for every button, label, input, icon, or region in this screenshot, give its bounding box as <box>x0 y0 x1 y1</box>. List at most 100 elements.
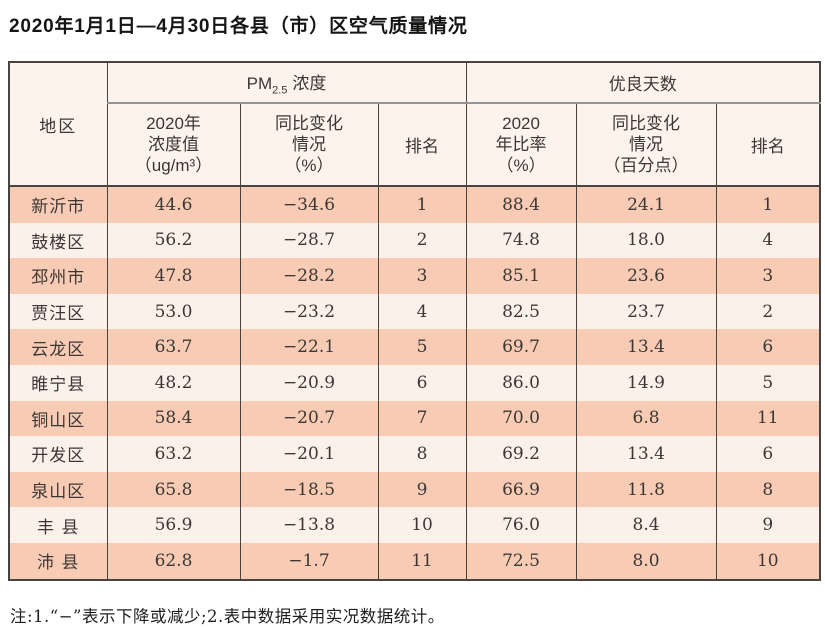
rate-rank-cell: 6 <box>715 329 821 365</box>
pm-change-cell: −20.1 <box>239 436 379 472</box>
region-cell: 铜山区 <box>8 400 108 437</box>
pm-value-cell: 56.2 <box>106 222 241 259</box>
pm25-base: PM <box>246 73 273 93</box>
table-row: 新沂市 44.6 −34.6 1 88.4 24.1 1 <box>8 186 821 223</box>
header-rate: 2020 年比率 （%） <box>465 103 577 187</box>
pm-value-cell: 58.4 <box>106 400 241 437</box>
header-group-row: 地区 PM2.5 浓度 优良天数 <box>8 62 821 187</box>
rate-rank-cell: 1 <box>715 186 821 223</box>
rate-change-cell: 23.6 <box>575 258 717 294</box>
rate-change-cell: 24.1 <box>575 186 717 223</box>
header-pm25-group: PM2.5 浓度 <box>106 62 467 104</box>
pm-change-cell: −28.7 <box>239 222 379 259</box>
header-line: 2020 <box>502 114 540 133</box>
rate-cell: 86.0 <box>465 364 577 401</box>
rate-rank-cell: 10 <box>715 542 821 580</box>
pm-change-cell: −1.7 <box>239 542 379 580</box>
pm-change-cell: −18.5 <box>239 471 379 508</box>
pm-value-cell: 65.8 <box>106 471 241 508</box>
pm-change-cell: −23.2 <box>239 293 379 330</box>
table-row: 沛 县 62.8 −1.7 11 72.5 8.0 10 <box>8 542 821 580</box>
rate-cell: 66.9 <box>465 471 577 508</box>
rate-cell: 76.0 <box>465 507 577 543</box>
rate-cell: 70.0 <box>465 400 577 437</box>
header-line: 同比变化 <box>612 114 681 133</box>
pm-value-cell: 53.0 <box>106 293 241 330</box>
rate-cell: 74.8 <box>465 222 577 259</box>
header-line: 浓度值 <box>148 135 199 154</box>
header-line: （ug/m³） <box>134 156 213 175</box>
region-cell: 丰 县 <box>8 507 108 543</box>
pm-rank-cell: 2 <box>377 222 467 259</box>
region-cell: 贾汪区 <box>8 293 108 330</box>
header-region: 地区 <box>8 62 108 187</box>
table-row: 泉山区 65.8 −18.5 9 66.9 11.8 8 <box>8 471 821 508</box>
rate-rank-cell: 6 <box>715 436 821 472</box>
rate-cell: 72.5 <box>465 542 577 580</box>
rate-rank-cell: 11 <box>715 400 821 437</box>
table-row: 云龙区 63.7 −22.1 5 69.7 13.4 6 <box>8 329 821 365</box>
header-sub-row: 2020年 浓度值 （ug/m³） 同比变化 情况 （%） 排名 2020 年比… <box>9 103 821 187</box>
pm-change-cell: −34.6 <box>239 186 379 223</box>
table-row: 贾汪区 53.0 −23.2 4 82.5 23.7 2 <box>8 293 821 330</box>
pm-change-cell: −20.9 <box>239 364 379 401</box>
rate-change-cell: 23.7 <box>575 293 717 330</box>
pm-value-cell: 62.8 <box>106 542 241 580</box>
pm-value-cell: 47.8 <box>106 258 241 294</box>
rate-rank-cell: 5 <box>715 364 821 401</box>
region-cell: 开发区 <box>8 436 108 472</box>
rate-change-cell: 18.0 <box>575 222 717 259</box>
pm-value-cell: 48.2 <box>106 364 241 401</box>
region-cell: 沛 县 <box>8 542 108 580</box>
header-rate-rank: 排名 <box>715 103 821 187</box>
pm-rank-cell: 5 <box>377 329 467 365</box>
table-body: 新沂市 44.6 −34.6 1 88.4 24.1 1 鼓楼区 56.2 −28.7 2 74.8 1… <box>8 186 821 580</box>
pm-rank-cell: 10 <box>377 507 467 543</box>
header-line: 2020年 <box>146 114 201 133</box>
air-quality-table: 地区 PM2.5 浓度 优良天数 2020年 浓度值 （ug/m³） 同比变化 情… <box>8 61 822 581</box>
pm-rank-cell: 11 <box>377 542 467 580</box>
header-rate-change: 同比变化 情况 （百分点） <box>575 103 717 187</box>
header-good-days-group: 优良天数 <box>465 62 821 104</box>
region-cell: 泉山区 <box>8 471 108 508</box>
pm-rank-cell: 3 <box>377 258 467 294</box>
header-line: 情况 <box>629 135 664 154</box>
pm-value-cell: 63.2 <box>106 436 241 472</box>
rate-cell: 69.7 <box>465 329 577 365</box>
pm-value-cell: 56.9 <box>106 507 241 543</box>
pm-rank-cell: 6 <box>377 364 467 401</box>
pm-change-cell: −22.1 <box>239 329 379 365</box>
pm25-label: 浓度 <box>292 73 327 93</box>
table-row: 开发区 63.2 −20.1 8 69.2 13.4 6 <box>8 436 821 472</box>
pm25-subscript: 2.5 <box>272 84 288 97</box>
pm-change-cell: −13.8 <box>239 507 379 543</box>
header-line: 同比变化 <box>275 114 343 133</box>
pm-rank-cell: 7 <box>377 400 467 437</box>
rate-change-cell: 11.8 <box>575 471 717 508</box>
rate-cell: 69.2 <box>465 436 577 472</box>
region-cell: 鼓楼区 <box>8 222 108 259</box>
region-cell: 新沂市 <box>8 186 108 223</box>
table-row: 丰 县 56.9 −13.8 10 76.0 8.4 9 <box>8 507 821 543</box>
rate-change-cell: 8.0 <box>575 542 717 580</box>
header-pm-rank: 排名 <box>377 103 467 187</box>
table-header: 地区 PM2.5 浓度 优良天数 2020年 浓度值 （ug/m³） 同比变化 情… <box>8 62 821 187</box>
rate-change-cell: 8.4 <box>575 507 717 543</box>
region-cell: 邳州市 <box>8 258 108 294</box>
region-cell: 睢宁县 <box>8 364 108 401</box>
rate-rank-cell: 4 <box>715 222 821 259</box>
pm-change-cell: −20.7 <box>239 400 379 437</box>
rate-cell: 82.5 <box>465 293 577 330</box>
rate-change-cell: 14.9 <box>575 364 717 401</box>
pm-value-cell: 63.7 <box>106 329 241 365</box>
table-row: 鼓楼区 56.2 −28.7 2 74.8 18.0 4 <box>8 222 821 259</box>
pm-rank-cell: 8 <box>377 436 467 472</box>
rate-cell: 85.1 <box>465 258 577 294</box>
rate-rank-cell: 2 <box>715 293 821 330</box>
rate-rank-cell: 3 <box>715 258 821 294</box>
table-row: 铜山区 58.4 −20.7 7 70.0 6.8 11 <box>8 400 821 437</box>
rate-change-cell: 6.8 <box>575 400 717 437</box>
pm-value-cell: 44.6 <box>106 186 241 223</box>
header-pm-change: 同比变化 情况 （%） <box>239 103 379 187</box>
